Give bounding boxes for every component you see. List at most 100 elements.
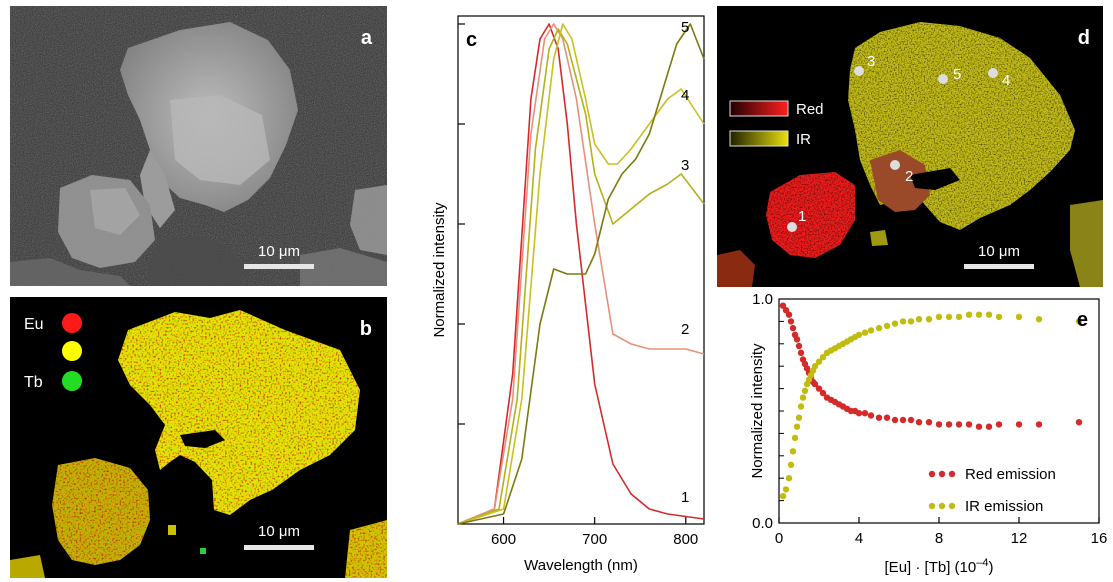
legend-red-marker	[948, 470, 956, 478]
chart-e-xtick-label-12: 12	[1011, 530, 1028, 547]
ir-emission-point	[975, 311, 983, 318]
red-emission-point	[779, 302, 787, 309]
red-emission-point	[782, 307, 790, 314]
point-label-1: 1	[798, 208, 806, 225]
legend-combined-dot	[62, 341, 82, 361]
ir-emission-point	[815, 358, 823, 365]
point-marker-2	[890, 160, 900, 170]
scale-bar-a	[244, 264, 314, 269]
point-label-5: 5	[953, 66, 961, 83]
legend-eu-dot	[62, 313, 82, 333]
ir-emission-point	[785, 475, 793, 482]
chart-e-xlabel-main: [Eu] · [Tb] (10	[885, 559, 977, 576]
ir-emission-point	[855, 331, 863, 338]
ir-emission-point	[915, 316, 923, 323]
legend-ir-marker	[948, 502, 956, 510]
red-emission-point	[907, 416, 915, 424]
chart-e-ytick-label-1.0: 1.0	[752, 291, 773, 308]
chart-e-ylabel: Normalized intensity	[749, 343, 766, 479]
chart-c: 600 700 800 1 2 3 4 5 c Wavelength (nm) Normal…	[431, 15, 705, 574]
chart-c-xtick-label-700: 700	[582, 531, 607, 548]
spectrum-line-1	[457, 23, 705, 525]
chart-e-xtick-label-4: 4	[855, 530, 863, 547]
ir-emission-point	[797, 403, 805, 410]
point-marker-3	[854, 66, 864, 76]
red-emission-point	[985, 423, 993, 430]
scale-bar-b	[244, 545, 314, 550]
point-label-3: 3	[867, 53, 875, 70]
legend-ir-marker	[938, 502, 946, 510]
ir-emission-point	[1075, 318, 1083, 325]
red-emission-point	[899, 416, 907, 424]
chart-c-ylabel: Normalized intensity	[431, 202, 448, 338]
ir-emission-point	[789, 448, 797, 455]
ir-emission-point	[907, 318, 915, 325]
red-emission-point	[891, 416, 899, 424]
chart-e-ytick-label-0.0: 0.0	[752, 515, 773, 532]
point-marker-5	[938, 74, 948, 84]
chart-e-xlabel-sup: –4	[976, 557, 988, 569]
red-emission-point	[855, 410, 863, 417]
ir-emission-point	[819, 354, 827, 361]
red-emission-point	[793, 336, 801, 343]
ir-emission-point	[945, 313, 953, 321]
legend-tb-dot	[62, 371, 82, 391]
spectrum-line-5	[457, 23, 705, 525]
ir-emission-point	[935, 313, 943, 321]
ir-emission-point	[799, 394, 807, 401]
ir-emission-point	[867, 327, 875, 334]
panel-label-e: e	[1077, 309, 1088, 331]
red-emission-point	[787, 318, 795, 325]
chart-e: 0 4 8 12 16 0.0 1.0 e [Eu] · [Tb] (10–4) Norma…	[749, 291, 1107, 576]
red-emission-point	[795, 342, 803, 350]
legend-ir-emission: IR emission	[965, 498, 1043, 515]
panel-label-a: a	[361, 27, 373, 49]
red-emission-point	[883, 414, 891, 421]
spectrum-line-2	[457, 23, 705, 525]
red-emission-point	[1035, 421, 1043, 428]
panel-label-d: d	[1078, 27, 1090, 49]
legend-red-marker	[928, 470, 936, 478]
chart-c-xtick-label-600: 600	[491, 531, 516, 548]
red-emission-point	[925, 419, 933, 426]
red-emission-point	[861, 410, 869, 417]
chart-e-xlabel-end: )	[988, 559, 993, 576]
red-emission-point	[789, 324, 797, 332]
spectrum-line-4	[457, 23, 705, 525]
ir-emission-point	[782, 486, 790, 493]
spectrum-label-2: 2	[681, 321, 689, 338]
ir-emission-point	[955, 313, 963, 321]
spectrum-label-4: 4	[681, 87, 689, 104]
ir-emission-point	[795, 414, 803, 421]
legend-ir-label: IR	[796, 131, 811, 148]
point-marker-1	[787, 222, 797, 232]
chart-c-xlabel: Wavelength (nm)	[524, 557, 638, 574]
red-emission-point	[915, 419, 923, 426]
ir-emission-point	[899, 318, 907, 325]
legend-ir-marker	[928, 502, 936, 510]
chart-e-xtick-label-16: 16	[1091, 530, 1108, 547]
legend-eu-label: Eu	[24, 316, 44, 333]
ir-emission-point	[925, 316, 933, 323]
legend-red-marker	[938, 470, 946, 478]
red-emission-point	[819, 389, 827, 397]
spectrum-label-3: 3	[681, 157, 689, 174]
ir-emission-point	[891, 320, 899, 327]
red-emission-point	[955, 421, 963, 428]
red-emission-point	[935, 421, 943, 428]
panel-a: a 10 μm	[10, 6, 387, 286]
spectrum-label-1: 1	[681, 489, 689, 506]
red-emission-point	[875, 414, 883, 421]
panel-b: b Eu Tb 10 μm	[10, 297, 387, 578]
chart-c-xtick-label-800: 800	[673, 531, 698, 548]
legend-red-bar	[729, 100, 789, 117]
red-emission-point	[975, 423, 983, 430]
chart-e-xlabel: [Eu] · [Tb] (10–4)	[885, 557, 994, 576]
scale-bar-d	[964, 264, 1034, 269]
legend-ir-bar	[729, 130, 789, 147]
ir-emission-point	[793, 423, 801, 430]
chart-e-legend: Red emission IR emission	[928, 466, 1056, 515]
ir-emission-point	[995, 313, 1003, 321]
panel-label-b: b	[360, 318, 372, 340]
